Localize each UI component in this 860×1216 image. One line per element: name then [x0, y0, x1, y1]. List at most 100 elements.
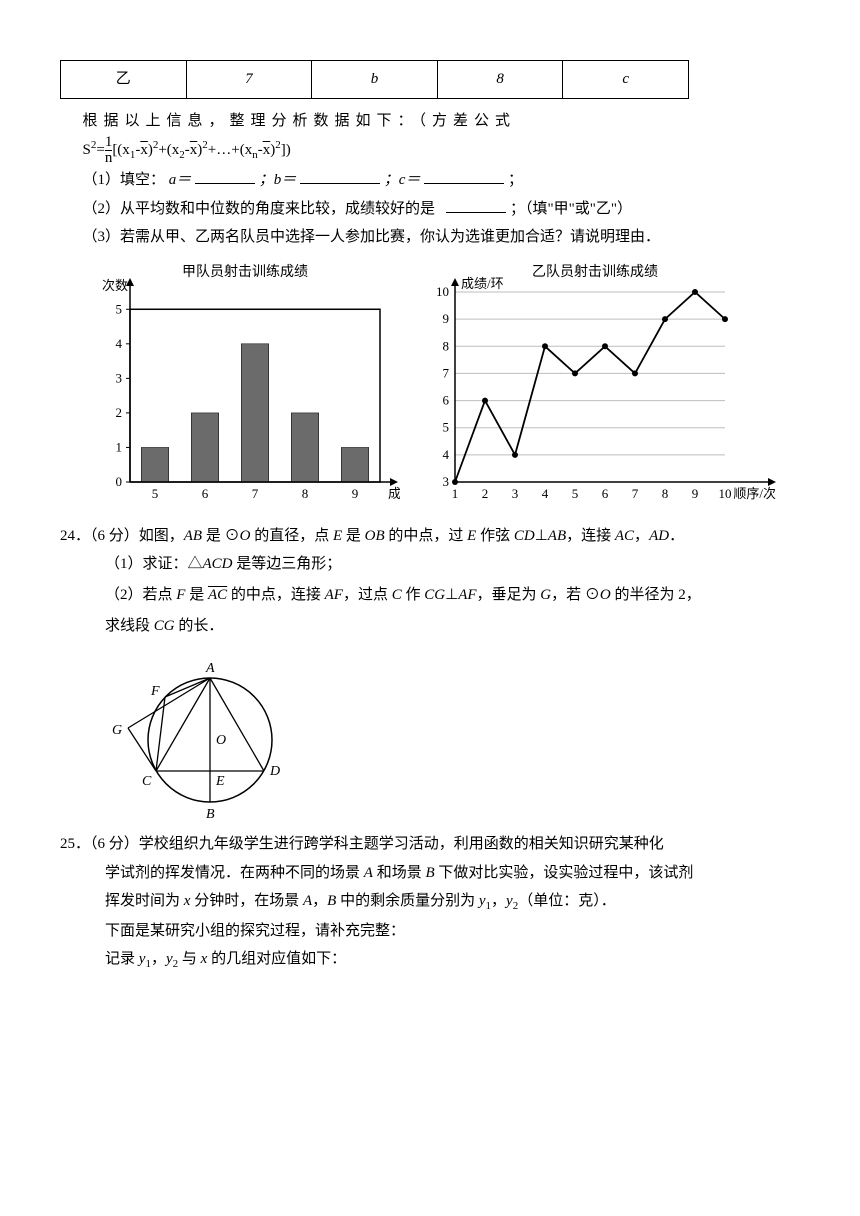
text: 的中点，过: [385, 528, 468, 544]
text: ，垂足为: [477, 587, 541, 603]
q23-p3: （3）若需从甲、乙两名队员中选择一人参加比赛，你认为选谁更加合适？请说明理由．: [60, 223, 800, 252]
variance-formula: S2=1n[(x1-x)2+(x2-x)2+…+(xn-x)2]): [60, 135, 800, 166]
text: CG: [154, 618, 175, 634]
arc-label: AC: [208, 587, 227, 603]
text: 挥发时间为: [105, 893, 184, 909]
q24-p2: （2）若点 F 是 AC 的中点，连接 AF，过点 C 作 CG⊥AF，垂足为 …: [60, 579, 800, 612]
text: 是: [185, 587, 208, 603]
svg-text:6: 6: [602, 486, 609, 501]
q25-l5: 记录 y1，y2 与 x 的几组对应值如下：: [60, 945, 800, 975]
text: CG: [424, 587, 445, 603]
cell: 乙: [61, 61, 187, 99]
text: ，: [634, 528, 649, 544]
text: 下做对比实验，设实验过程中，该试剂: [435, 865, 694, 881]
text: （1）填空：: [83, 172, 166, 188]
text: 分钟时，在场景: [190, 893, 303, 909]
text: OB: [365, 528, 385, 544]
cell: b: [312, 61, 438, 99]
svg-text:O: O: [216, 733, 226, 748]
charts-container: 甲队员射击训练成绩01234556789次数成绩/环 乙队员射击训练成绩3456…: [90, 262, 800, 512]
svg-text:G: G: [112, 723, 122, 738]
svg-text:B: B: [206, 807, 215, 822]
svg-text:2: 2: [482, 486, 489, 501]
svg-text:10: 10: [436, 284, 449, 299]
text: AD: [649, 528, 669, 544]
cell: 8: [437, 61, 563, 99]
text: 的几组对应值如下：: [207, 951, 346, 967]
q23-p1: （1）填空： a＝ ；b＝ ；c＝ ；: [60, 166, 800, 195]
text: 是 ⊙: [202, 528, 240, 544]
text: A: [364, 865, 373, 881]
text: 和场景: [373, 865, 426, 881]
text: AC: [615, 528, 634, 544]
q24-p1: （1）求证：△ACD 是等边三角形；: [60, 550, 800, 579]
svg-text:0: 0: [116, 474, 123, 489]
text: AF: [325, 587, 343, 603]
svg-text:8: 8: [662, 486, 669, 501]
text: ⊥: [535, 528, 548, 544]
text: AB: [184, 528, 202, 544]
intro-text: 根据以上信息，整理分析数据如下：（方差公式: [83, 113, 517, 129]
svg-text:C: C: [142, 774, 152, 789]
text: y: [166, 951, 173, 967]
text: ；: [508, 172, 523, 188]
q23-p2: （2）从平均数和中位数的角度来比较，成绩较好的是 ；（填"甲"或"乙"）: [60, 195, 800, 224]
text: ；c＝: [384, 172, 421, 188]
svg-text:2: 2: [116, 404, 123, 419]
svg-text:4: 4: [116, 335, 123, 350]
text: 的半径为 2，: [611, 587, 701, 603]
q24-head: 24．（6 分）如图，AB 是 ⊙O 的直径，点 E 是 OB 的中点，过 E …: [60, 522, 800, 551]
q25-l4: 下面是某研究小组的探究过程，请补充完整：: [60, 917, 800, 946]
text: ；（填"甲"或"乙"）: [510, 201, 632, 217]
text: A: [303, 893, 312, 909]
svg-text:3: 3: [116, 370, 123, 385]
svg-text:7: 7: [443, 365, 450, 380]
svg-text:5: 5: [116, 301, 123, 316]
text: 学试剂的挥发情况．在两种不同的场景: [105, 865, 364, 881]
svg-text:F: F: [150, 684, 160, 699]
text: ACD: [203, 556, 233, 572]
q25-l1: 25．（6 分）学校组织九年级学生进行跨学科主题学习活动，利用函数的相关知识研究…: [60, 830, 800, 859]
text: 24．（6 分）如图，: [60, 528, 184, 544]
svg-text:9: 9: [692, 486, 699, 501]
geometry-diagram: A B O E C D F G: [110, 640, 320, 830]
blank-c: [424, 168, 504, 184]
cell: c: [563, 61, 689, 99]
text: G: [540, 587, 551, 603]
svg-text:D: D: [269, 764, 280, 779]
text: ，: [151, 951, 166, 967]
text: AF: [458, 587, 476, 603]
text: 作: [402, 587, 425, 603]
text: （1）求证：△: [105, 556, 203, 572]
text: B: [327, 893, 336, 909]
text: E: [333, 528, 342, 544]
blank-better: [446, 197, 506, 213]
text: O: [240, 528, 251, 544]
text: 的长．: [175, 618, 224, 634]
svg-text:E: E: [215, 774, 225, 789]
text: 求线段: [105, 618, 154, 634]
svg-text:8: 8: [443, 338, 450, 353]
line-chart: 乙队员射击训练成绩34567891012345678910成绩/环顺序/次: [410, 262, 780, 512]
blank-a: [195, 168, 255, 184]
svg-text:6: 6: [443, 392, 450, 407]
text: 的直径，点: [250, 528, 333, 544]
text: ，若 ⊙: [551, 587, 600, 603]
svg-text:A: A: [205, 661, 215, 676]
text: （2）若点: [105, 587, 176, 603]
svg-text:4: 4: [542, 486, 549, 501]
text: ⊥: [445, 587, 458, 603]
text: 作弦: [476, 528, 514, 544]
text: C: [392, 587, 402, 603]
text: ；b＝: [259, 172, 297, 188]
svg-text:9: 9: [443, 311, 450, 326]
text: ，: [312, 893, 327, 909]
svg-text:7: 7: [252, 486, 259, 501]
svg-text:甲队员射击训练成绩: 甲队员射击训练成绩: [182, 264, 308, 280]
text: B: [425, 865, 434, 881]
svg-text:8: 8: [302, 486, 309, 501]
svg-text:3: 3: [443, 474, 450, 489]
svg-text:3: 3: [512, 486, 519, 501]
svg-text:顺序/次: 顺序/次: [733, 486, 776, 501]
svg-text:5: 5: [443, 419, 450, 434]
